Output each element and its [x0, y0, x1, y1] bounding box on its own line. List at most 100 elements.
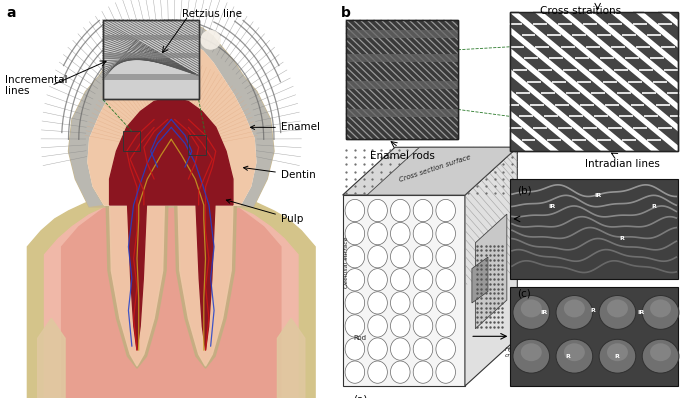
- Text: Cross section surface: Cross section surface: [399, 154, 472, 183]
- Circle shape: [368, 292, 387, 314]
- Bar: [346, 20, 458, 139]
- Text: (c): (c): [517, 289, 531, 298]
- Polygon shape: [88, 45, 256, 205]
- Circle shape: [413, 361, 433, 383]
- Circle shape: [436, 338, 456, 360]
- Polygon shape: [342, 147, 517, 195]
- Ellipse shape: [650, 299, 671, 318]
- Polygon shape: [110, 98, 233, 205]
- Bar: [346, 54, 458, 62]
- Ellipse shape: [200, 30, 221, 50]
- Circle shape: [390, 315, 410, 337]
- Ellipse shape: [556, 339, 593, 373]
- Polygon shape: [178, 205, 233, 366]
- Circle shape: [345, 338, 364, 360]
- Polygon shape: [669, 12, 685, 151]
- Bar: [346, 20, 458, 139]
- Text: Dentin: Dentin: [244, 166, 316, 180]
- Polygon shape: [517, 12, 685, 151]
- Text: Retzius line: Retzius line: [182, 9, 242, 19]
- Polygon shape: [127, 205, 147, 350]
- Polygon shape: [492, 12, 677, 151]
- Circle shape: [368, 246, 387, 268]
- Circle shape: [390, 361, 410, 383]
- Circle shape: [390, 338, 410, 360]
- Bar: [346, 109, 458, 117]
- Circle shape: [368, 269, 387, 291]
- Text: Intradian lines: Intradian lines: [585, 159, 660, 169]
- Polygon shape: [175, 205, 236, 368]
- Ellipse shape: [513, 295, 549, 330]
- Polygon shape: [392, 12, 576, 151]
- Bar: [123, 131, 140, 151]
- Circle shape: [413, 292, 433, 314]
- Polygon shape: [416, 12, 601, 151]
- Text: Enamel: Enamel: [251, 122, 320, 133]
- Ellipse shape: [650, 343, 671, 361]
- Polygon shape: [475, 214, 507, 329]
- Text: Enamel rods: Enamel rods: [370, 151, 434, 161]
- Bar: [103, 74, 199, 80]
- Ellipse shape: [513, 339, 549, 373]
- Text: IR: IR: [594, 193, 601, 197]
- Bar: [103, 20, 199, 100]
- Polygon shape: [88, 45, 256, 205]
- Bar: [103, 20, 199, 100]
- Polygon shape: [568, 12, 685, 151]
- Polygon shape: [45, 203, 298, 398]
- Text: R: R: [590, 308, 595, 313]
- Bar: [510, 179, 678, 279]
- Polygon shape: [266, 12, 450, 151]
- Polygon shape: [543, 12, 685, 151]
- Circle shape: [436, 292, 456, 314]
- Polygon shape: [68, 24, 274, 207]
- Polygon shape: [593, 12, 685, 151]
- Polygon shape: [618, 12, 685, 151]
- Circle shape: [368, 338, 387, 360]
- Bar: [103, 35, 199, 40]
- Text: b: b: [341, 6, 351, 20]
- Bar: [103, 53, 199, 58]
- Polygon shape: [196, 205, 215, 350]
- Circle shape: [345, 292, 364, 314]
- Polygon shape: [110, 205, 164, 366]
- Circle shape: [390, 292, 410, 314]
- Polygon shape: [472, 257, 488, 303]
- Ellipse shape: [599, 339, 636, 373]
- Polygon shape: [465, 147, 517, 386]
- Ellipse shape: [521, 299, 542, 318]
- Polygon shape: [366, 12, 551, 151]
- Text: IR: IR: [540, 310, 547, 315]
- Ellipse shape: [643, 295, 679, 330]
- Circle shape: [368, 222, 387, 245]
- Bar: [510, 12, 678, 151]
- Text: R: R: [651, 205, 656, 209]
- Circle shape: [368, 361, 387, 383]
- Circle shape: [345, 246, 364, 268]
- Ellipse shape: [122, 30, 142, 50]
- Bar: [510, 12, 678, 151]
- Text: (b): (b): [517, 185, 532, 195]
- Text: IR: IR: [549, 205, 556, 209]
- Circle shape: [413, 246, 433, 268]
- Polygon shape: [62, 203, 281, 398]
- Text: Rod: Rod: [353, 335, 366, 341]
- Polygon shape: [38, 318, 65, 398]
- Bar: [188, 135, 206, 155]
- Polygon shape: [643, 12, 685, 151]
- Circle shape: [413, 338, 433, 360]
- Text: R: R: [566, 354, 571, 359]
- Text: Incremental
lines: Incremental lines: [5, 75, 68, 96]
- Text: IR: IR: [638, 310, 645, 315]
- Circle shape: [436, 315, 456, 337]
- Polygon shape: [106, 205, 168, 368]
- Bar: [510, 287, 678, 386]
- Circle shape: [390, 222, 410, 245]
- Polygon shape: [277, 318, 305, 398]
- Text: Cross straitions: Cross straitions: [540, 6, 621, 16]
- Circle shape: [345, 222, 364, 245]
- Ellipse shape: [607, 299, 628, 318]
- Circle shape: [390, 246, 410, 268]
- Circle shape: [368, 199, 387, 222]
- Circle shape: [345, 199, 364, 222]
